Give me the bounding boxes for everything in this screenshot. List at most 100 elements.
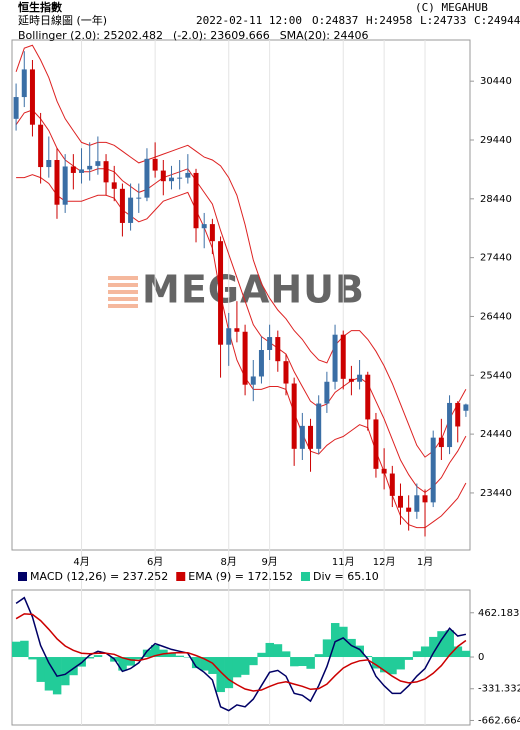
candle-body <box>218 241 224 345</box>
div-bar <box>28 657 37 660</box>
subtitle: 延時日線圖 (一年) <box>18 13 107 27</box>
candle-body <box>152 158 158 171</box>
div-bar <box>347 638 356 658</box>
y-tick-label: 26440 <box>480 311 512 322</box>
candle-body <box>357 374 363 382</box>
legend-swatch <box>18 572 27 581</box>
div-bar <box>257 652 266 658</box>
y-tick-label: 29440 <box>480 135 512 146</box>
div-bar <box>388 657 397 675</box>
div-bar <box>191 657 201 669</box>
bollinger-line <box>15 109 467 494</box>
candle-body <box>70 166 76 173</box>
div-bar <box>461 650 471 658</box>
bollinger-line <box>16 174 467 529</box>
candle-body <box>340 334 346 379</box>
div-bar <box>363 656 373 658</box>
candle-body <box>389 473 395 496</box>
div-bar <box>437 631 446 658</box>
div-bar <box>151 644 160 658</box>
candle-body <box>438 437 444 448</box>
div-bar <box>216 657 225 693</box>
div-bar <box>208 657 217 674</box>
div-bar <box>69 657 78 676</box>
candle-body <box>381 468 387 474</box>
candle-body <box>177 177 183 179</box>
candle-body <box>430 437 436 503</box>
candle-body <box>267 337 273 350</box>
legend-entry: MACD (12,26) = 237.252 <box>30 570 168 583</box>
watermark-logo <box>108 276 138 308</box>
candle-body <box>234 328 240 332</box>
candle-body <box>226 328 232 345</box>
candle-body <box>201 224 207 229</box>
div-bar <box>134 657 144 660</box>
div-bar <box>420 646 430 658</box>
div-bar <box>355 645 364 658</box>
candle-body <box>193 172 199 229</box>
candle-body <box>283 361 289 384</box>
candle-body <box>463 404 469 411</box>
candle-body <box>291 383 297 449</box>
low-text: L:24733 <box>420 14 466 27</box>
candle-body <box>62 166 68 205</box>
div-bar <box>412 651 422 658</box>
macd-line <box>15 596 467 712</box>
legend-entry: (-2.0): 23609.666 <box>173 29 270 42</box>
y-tick-label: 25440 <box>480 370 512 381</box>
copyright: (C) MEGAHUB <box>415 1 488 14</box>
div-bar <box>224 657 234 689</box>
legend-entry: EMA (9) = 172.152 <box>188 570 293 583</box>
candle-body <box>447 402 453 448</box>
legend-swatch <box>301 572 310 581</box>
y-tick-label: 28440 <box>480 194 512 205</box>
y-tick-label: 462.183 <box>478 608 519 619</box>
x-tick-label: 1月 <box>417 556 433 568</box>
candle-body <box>397 495 403 508</box>
legend-entry: SMA(20): 24406 <box>280 29 369 42</box>
div-bar <box>85 657 95 659</box>
macd-line <box>15 613 467 692</box>
y-tick-label: 23440 <box>480 488 512 499</box>
div-bar <box>314 654 324 658</box>
candle-body <box>95 161 101 166</box>
div-bar <box>396 657 405 670</box>
candle-body <box>79 169 85 173</box>
candle-body <box>348 378 354 382</box>
candle-body <box>136 197 142 199</box>
y-tick-label: 27440 <box>480 253 512 264</box>
x-tick-label: 6月 <box>147 556 163 568</box>
candle-body <box>128 197 134 223</box>
candle-body <box>324 381 330 404</box>
div-bar <box>232 657 242 678</box>
div-bar <box>142 649 152 658</box>
candle-body <box>209 224 215 242</box>
x-tick-label: 8月 <box>221 556 237 568</box>
candle-body <box>332 334 338 382</box>
div-bar <box>380 657 389 673</box>
div-bar <box>273 644 283 658</box>
candle-body <box>242 331 248 385</box>
div-bar <box>241 657 250 675</box>
candle-body <box>111 182 117 189</box>
candle-body <box>299 425 305 449</box>
div-bar <box>281 651 291 658</box>
legend-swatch <box>176 572 186 581</box>
title: 恒生指數 <box>18 0 62 14</box>
div-bar <box>453 646 463 658</box>
div-bar <box>167 653 176 658</box>
candle-body <box>160 170 166 182</box>
div-bar <box>200 657 209 671</box>
candle-body <box>119 188 125 223</box>
candle-body <box>87 165 93 170</box>
div-bar <box>339 626 348 658</box>
legend-entry: Div = 65.10 <box>313 570 379 583</box>
bollinger-line <box>15 44 467 458</box>
high-text: H:24958 <box>366 14 412 27</box>
div-bar <box>249 657 258 666</box>
div-bar <box>445 630 454 658</box>
candle-body <box>250 376 256 385</box>
candle-body <box>422 495 428 503</box>
div-bar <box>20 640 29 658</box>
x-tick-label: 4月 <box>73 556 89 568</box>
